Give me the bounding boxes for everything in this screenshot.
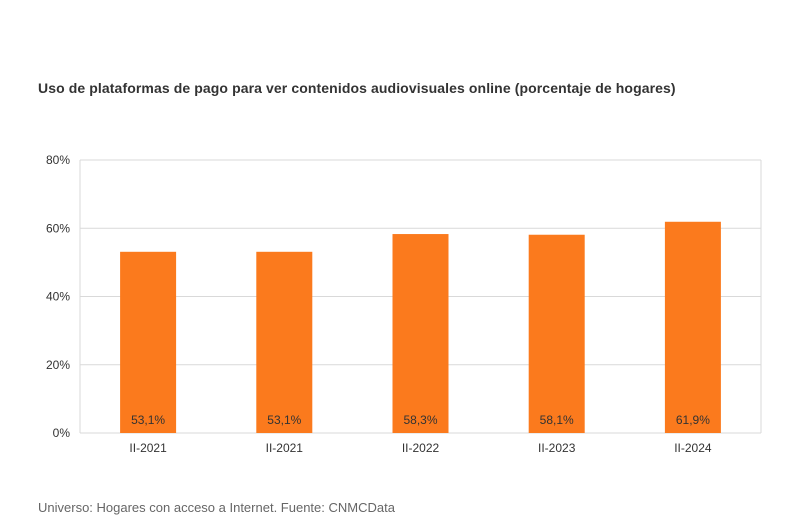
bar-value-label: 53,1% [131, 413, 165, 427]
y-tick-label: 20% [46, 358, 70, 372]
y-tick-label: 40% [46, 290, 70, 304]
y-tick-label: 60% [46, 221, 70, 235]
bar-value-label: 58,3% [403, 413, 437, 427]
bar [256, 251, 313, 433]
bar [120, 251, 177, 433]
y-tick-label: 0% [53, 426, 71, 440]
bar [664, 221, 721, 433]
chart-title: Uso de plataformas de pago para ver cont… [38, 80, 676, 96]
x-tick-label: II-2022 [402, 441, 440, 455]
x-tick-label: II-2021 [129, 441, 167, 455]
bar-value-label: 61,9% [676, 413, 710, 427]
bar-value-label: 53,1% [267, 413, 301, 427]
x-tick-label: II-2021 [266, 441, 304, 455]
bar-value-label: 58,1% [540, 413, 574, 427]
y-tick-label: 80% [46, 153, 70, 167]
bar [392, 234, 449, 433]
source-note: Universo: Hogares con acceso a Internet.… [38, 500, 395, 515]
x-tick-label: II-2024 [674, 441, 712, 455]
bar [528, 234, 585, 433]
x-tick-label: II-2023 [538, 441, 576, 455]
